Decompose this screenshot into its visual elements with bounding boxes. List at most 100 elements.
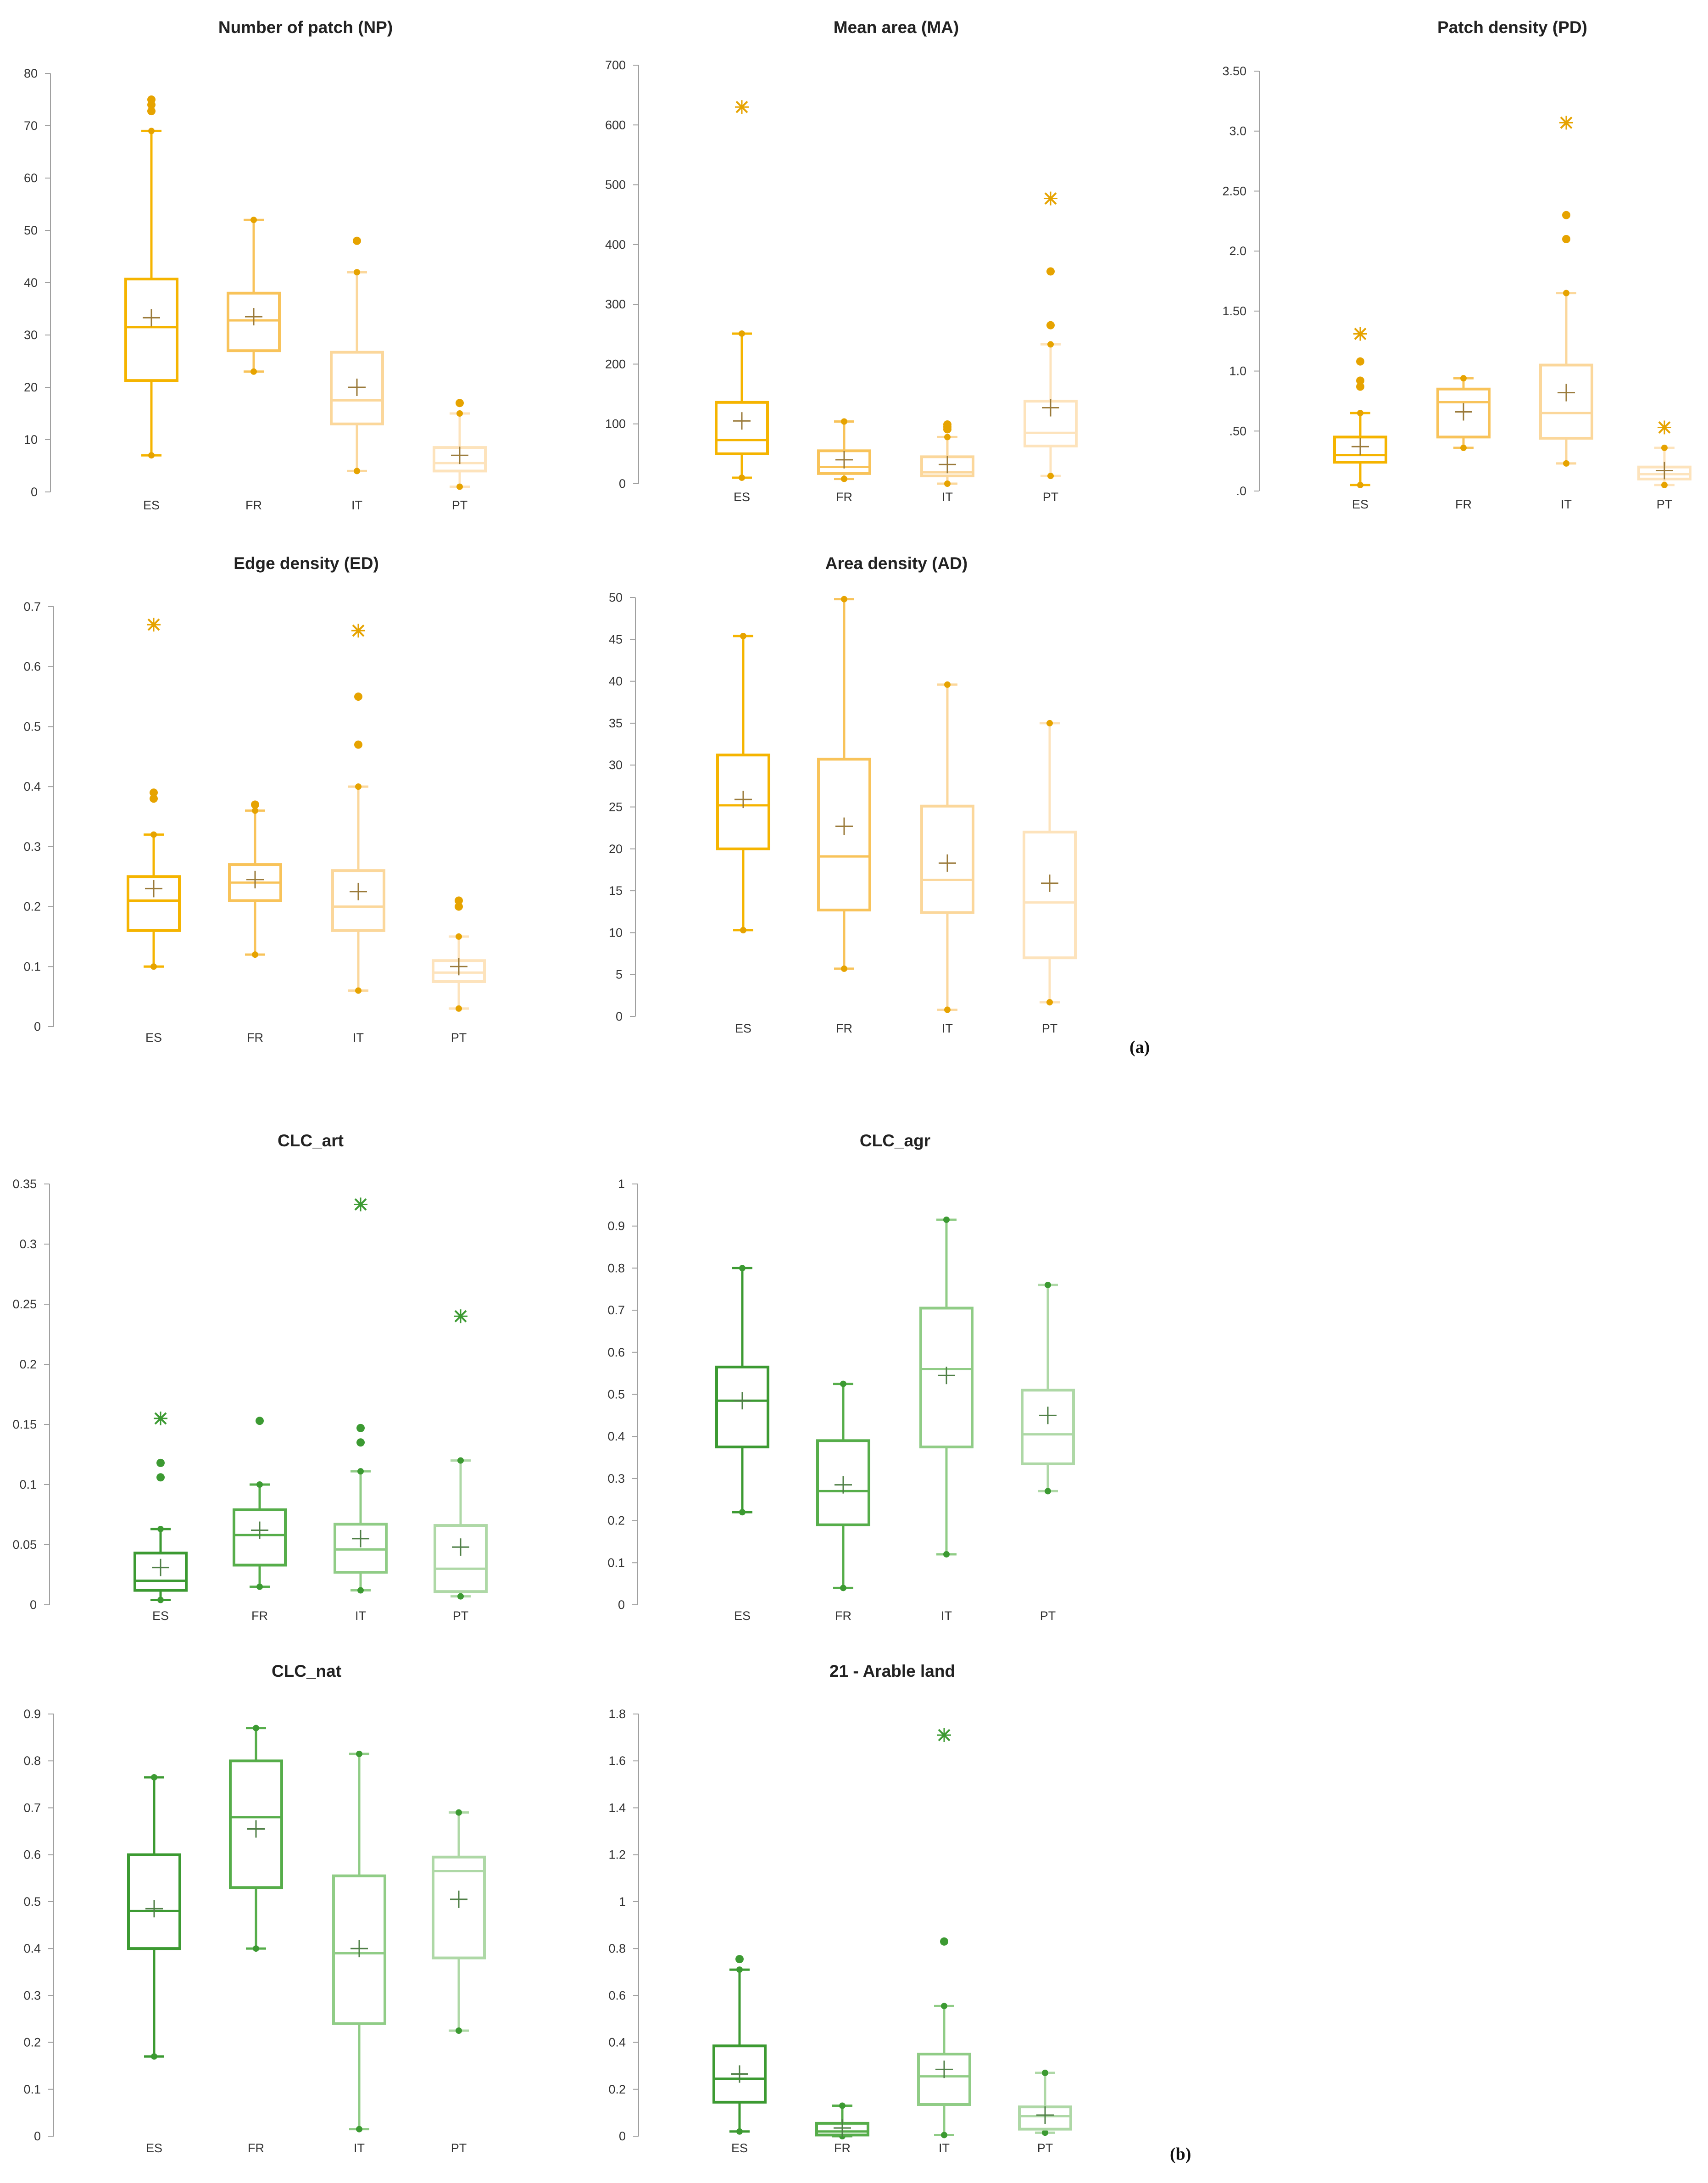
box-panel-2: Patch density (PD) .0 .50 1.0 1.50 2.0 2.50 3.0…	[1222, 18, 1691, 511]
extreme-outlier	[1044, 191, 1057, 206]
whisker-min-dot	[456, 483, 463, 490]
outlier-point	[940, 1937, 948, 1946]
whisker-min-dot	[354, 468, 360, 475]
y-tick-label: 1	[619, 1895, 626, 1909]
y-tick-label: 1.4	[608, 1801, 626, 1815]
whisker-max-dot	[1357, 410, 1363, 417]
iqr-box	[124, 278, 178, 382]
y-tick-label: 0.2	[23, 900, 41, 914]
y-tick-label: 40	[609, 675, 623, 688]
y-tick-label: 0.35	[12, 1177, 37, 1191]
iqr-box	[919, 1306, 974, 1449]
category-label: ES	[143, 498, 160, 512]
box-fr	[817, 596, 871, 972]
category-label: FR	[834, 2141, 851, 2155]
panel-title: 21 - Arable land	[829, 1662, 955, 1681]
y-tick-label: 0.3	[23, 840, 41, 854]
y-tick-label: 500	[605, 178, 626, 192]
whisker-max-dot	[739, 330, 745, 337]
y-tick-label: 0.25	[12, 1297, 37, 1311]
outlier-point	[147, 107, 156, 116]
category-label: ES	[145, 1031, 162, 1044]
y-tick-label: 0	[616, 1010, 623, 1023]
whisker-max-dot	[1563, 290, 1569, 296]
whisker-max-dot	[148, 128, 155, 134]
outlier-point	[455, 896, 463, 905]
y-tick-label: 0.5	[23, 720, 41, 733]
extreme-outlier	[1559, 116, 1573, 130]
whisker-max-dot	[944, 434, 951, 441]
box-panel-7: CLC_nat 0 0.1 0.2 0.3 0.4 0.5 0.6 0.7 0.8 0.9 ES FR I…	[23, 1662, 486, 2155]
iqr-box	[434, 1524, 488, 1593]
y-tick-label: 2.50	[1222, 184, 1246, 198]
y-tick-label: 0.4	[23, 780, 41, 793]
category-label: PT	[451, 2141, 467, 2155]
box-fr	[227, 217, 281, 375]
y-tick-label: 15	[609, 884, 623, 898]
whisker-min-dot	[151, 2053, 157, 2060]
y-tick-label: 0.4	[608, 2036, 626, 2049]
panel-label-b: (b)	[1170, 2144, 1191, 2164]
whisker-max-dot	[355, 783, 362, 790]
category-label: FR	[247, 1031, 263, 1044]
y-tick-label: 100	[605, 417, 626, 431]
whisker-min-dot	[1047, 473, 1054, 480]
category-label: ES	[1352, 497, 1369, 511]
iqr-box	[1021, 1389, 1075, 1465]
whisker-max-dot	[1460, 375, 1467, 382]
extreme-outlier	[351, 624, 365, 638]
category-label: IT	[942, 490, 953, 504]
category-label: IT	[351, 498, 362, 512]
category-label: IT	[355, 1609, 366, 1623]
panel-title: Number of patch (NP)	[218, 18, 393, 37]
category-label: PT	[451, 1031, 467, 1044]
whisker-max-dot	[354, 269, 360, 276]
panel-title: CLC_nat	[272, 1662, 341, 1681]
panel-title: CLC_art	[278, 1131, 344, 1150]
y-tick-label: 0.7	[607, 1303, 625, 1317]
box-it	[334, 1197, 388, 1594]
y-tick-label: 1.8	[608, 1707, 626, 1721]
y-tick-label: 0.4	[607, 1429, 625, 1443]
outlier-point	[1046, 267, 1055, 276]
box-it	[919, 1216, 974, 1558]
box-pt	[1021, 1282, 1075, 1495]
whisker-min-dot	[1042, 2129, 1048, 2136]
whisker-min-dot	[357, 1587, 364, 1594]
category-label: PT	[1657, 497, 1673, 511]
y-tick-label: 30	[24, 328, 38, 342]
outlier-point	[354, 740, 362, 749]
y-tick-label: 0.3	[607, 1472, 625, 1485]
y-tick-label: .0	[1236, 484, 1246, 498]
panel-label-a: (a)	[1129, 1038, 1150, 1057]
box-es	[715, 100, 769, 481]
category-label: FR	[836, 1022, 852, 1035]
box-es	[127, 618, 181, 970]
category-label: ES	[731, 2141, 748, 2155]
box-it	[920, 420, 974, 487]
y-tick-label: 0.8	[607, 1261, 625, 1275]
panel-title: Mean area (MA)	[834, 18, 959, 37]
whisker-min-dot	[841, 475, 847, 482]
y-tick-label: 30	[609, 758, 623, 772]
whisker-min-dot	[456, 1005, 462, 1012]
outlier-point	[455, 902, 463, 911]
outlier-point	[251, 800, 259, 809]
iqr-box	[334, 1523, 388, 1574]
y-tick-label: 1	[618, 1177, 625, 1191]
y-tick-label: 600	[605, 118, 626, 132]
box-it	[920, 681, 974, 1013]
whisker-max-dot	[356, 1750, 362, 1757]
whisker-max-dot	[1046, 720, 1053, 726]
y-tick-label: 0	[34, 1020, 41, 1033]
extreme-outlier	[154, 1411, 167, 1425]
y-tick-label: 0.1	[23, 960, 41, 973]
category-label: FR	[836, 490, 852, 504]
y-tick-label: 0.2	[608, 2083, 626, 2096]
extreme-outlier	[1658, 420, 1671, 435]
category-label: ES	[734, 1609, 751, 1623]
y-tick-label: 1.6	[608, 1754, 626, 1768]
extreme-outlier	[1353, 327, 1367, 341]
whisker-max-dot	[841, 418, 847, 425]
iqr-box	[331, 869, 385, 932]
